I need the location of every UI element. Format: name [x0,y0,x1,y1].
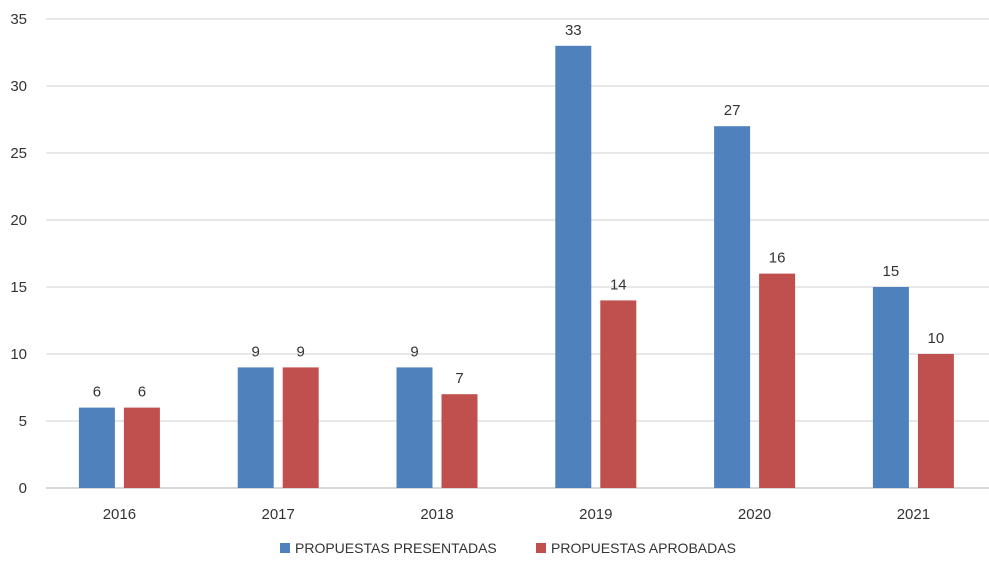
bar-presentadas-2021 [872,287,909,488]
y-tick-label: 10 [10,346,27,363]
bar-aprobadas-2020 [759,273,796,488]
gridlines [46,18,989,489]
y-tick-label: 25 [10,145,27,162]
data-label: 7 [455,370,463,387]
bar-presentadas-2016 [78,407,115,488]
x-tick-label: 2017 [262,506,295,523]
data-label: 6 [138,384,146,401]
legend-swatch-aprobadas [536,543,546,553]
y-tick-label: 35 [10,11,27,28]
y-tick-label: 20 [10,212,27,229]
bar-presentadas-2020 [714,126,751,488]
y-tick-label: 0 [19,480,27,497]
x-tick-label: 2018 [420,506,453,523]
bar-aprobadas-2016 [123,407,160,488]
data-label: 9 [252,343,260,360]
legend: PROPUESTAS PRESENTADAS PROPUESTAS APROBAD… [280,540,736,556]
bar-aprobadas-2021 [917,354,954,488]
y-tick-label: 15 [10,279,27,296]
bar-presentadas-2018 [396,367,433,488]
legend-swatch-presentadas [280,543,290,553]
data-label: 16 [769,250,786,267]
data-label: 27 [724,102,741,119]
data-label: 9 [410,343,418,360]
bar-aprobadas-2017 [282,367,319,488]
data-label: 9 [297,343,305,360]
legend-label-aprobadas: PROPUESTAS APROBADAS [551,540,736,556]
y-tick-label: 30 [10,78,27,95]
bar-presentadas-2017 [237,367,274,488]
data-label: 14 [610,276,627,293]
data-label: 6 [93,384,101,401]
data-label: 10 [928,330,945,347]
x-axis-tick-labels: 2016 2017 2018 2019 2020 2021 [103,506,930,523]
bars [78,45,954,489]
bar-presentadas-2019 [555,45,592,489]
y-tick-label: 5 [19,413,27,430]
bar-aprobadas-2018 [441,394,478,488]
bar-aprobadas-2019 [600,300,637,488]
legend-label-presentadas: PROPUESTAS PRESENTADAS [295,540,497,556]
x-tick-label: 2020 [738,506,771,523]
data-label: 15 [883,263,900,280]
data-label: 33 [565,22,582,39]
x-tick-label: 2016 [103,506,136,523]
y-axis-tick-labels: 0 5 10 15 20 25 30 35 [10,11,27,497]
data-labels: 6 6 9 9 9 7 33 14 27 16 15 10 [93,22,945,401]
x-tick-label: 2021 [897,506,930,523]
x-tick-label: 2019 [579,506,612,523]
